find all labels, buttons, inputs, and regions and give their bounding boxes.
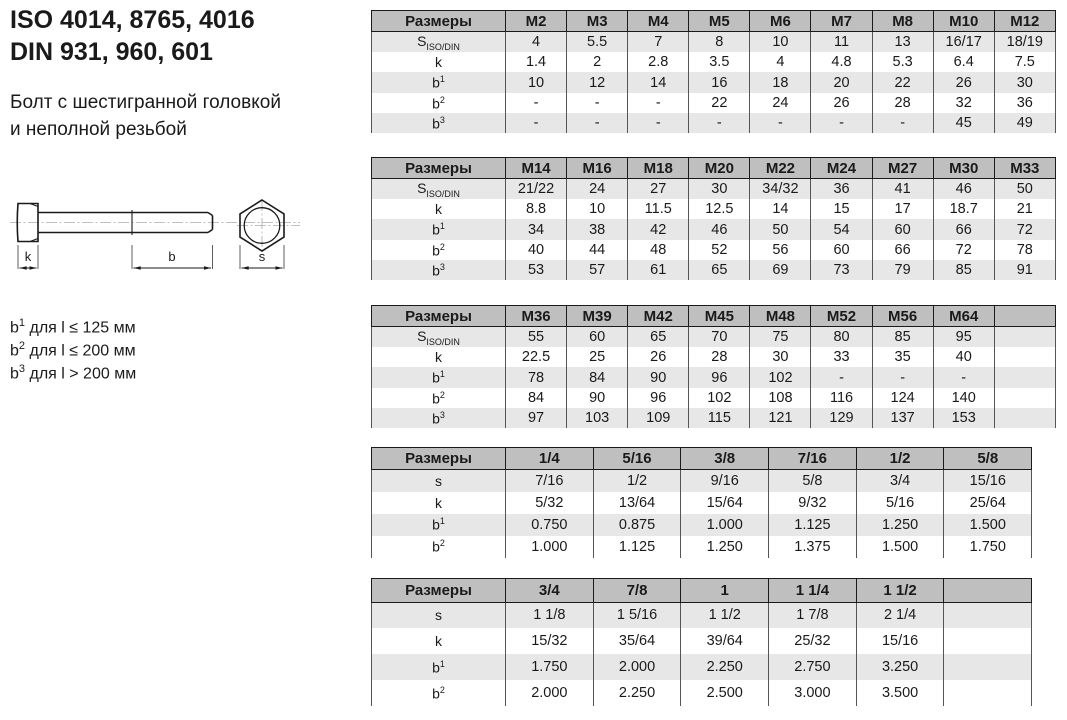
svg-text:b: b: [168, 249, 175, 264]
svg-text:k: k: [25, 249, 32, 264]
svg-text:s: s: [259, 249, 266, 264]
